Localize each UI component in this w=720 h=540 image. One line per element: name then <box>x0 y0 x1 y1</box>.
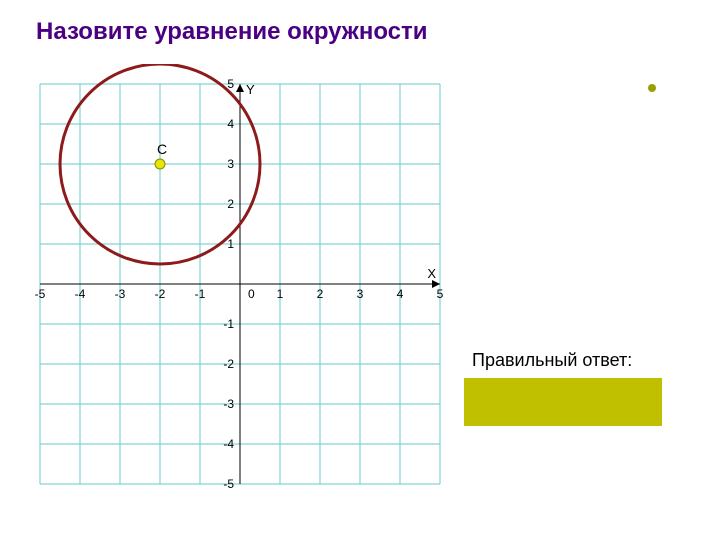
svg-text:4: 4 <box>227 117 234 131</box>
svg-text:-4: -4 <box>223 437 234 451</box>
svg-text:2: 2 <box>317 287 324 301</box>
svg-text:2: 2 <box>227 197 234 211</box>
svg-text:Y: Y <box>246 82 255 97</box>
svg-text:-2: -2 <box>155 287 166 301</box>
svg-text:-4: -4 <box>75 287 86 301</box>
slide-title: Назовите уравнение окружности <box>36 18 428 46</box>
svg-text:-5: -5 <box>223 477 234 491</box>
svg-text:-1: -1 <box>223 317 234 331</box>
svg-text:-3: -3 <box>223 397 234 411</box>
svg-text:0: 0 <box>248 287 255 301</box>
grid-svg: X Y -5 -4 -3 -2 -1 1 2 3 4 5 -5 -4 -3 -2 -1 1 2 3 4 5 0 C <box>30 64 450 504</box>
svg-text:1: 1 <box>277 287 284 301</box>
svg-text:3: 3 <box>357 287 364 301</box>
svg-text:X: X <box>427 266 436 281</box>
svg-text:5: 5 <box>227 77 234 91</box>
answer-label: Правильный ответ: <box>472 350 632 371</box>
answer-box <box>464 378 662 426</box>
svg-text:5: 5 <box>437 287 444 301</box>
svg-text:1: 1 <box>227 237 234 251</box>
coordinate-grid: X Y -5 -4 -3 -2 -1 1 2 3 4 5 -5 -4 -3 -2 -1 1 2 3 4 5 0 C <box>30 64 450 504</box>
svg-text:3: 3 <box>227 157 234 171</box>
svg-text:-3: -3 <box>115 287 126 301</box>
svg-text:-2: -2 <box>223 357 234 371</box>
svg-text:-1: -1 <box>195 287 206 301</box>
bullet-icon <box>648 84 656 92</box>
svg-text:4: 4 <box>397 287 404 301</box>
svg-text:C: C <box>157 141 167 157</box>
svg-text:-5: -5 <box>35 287 46 301</box>
